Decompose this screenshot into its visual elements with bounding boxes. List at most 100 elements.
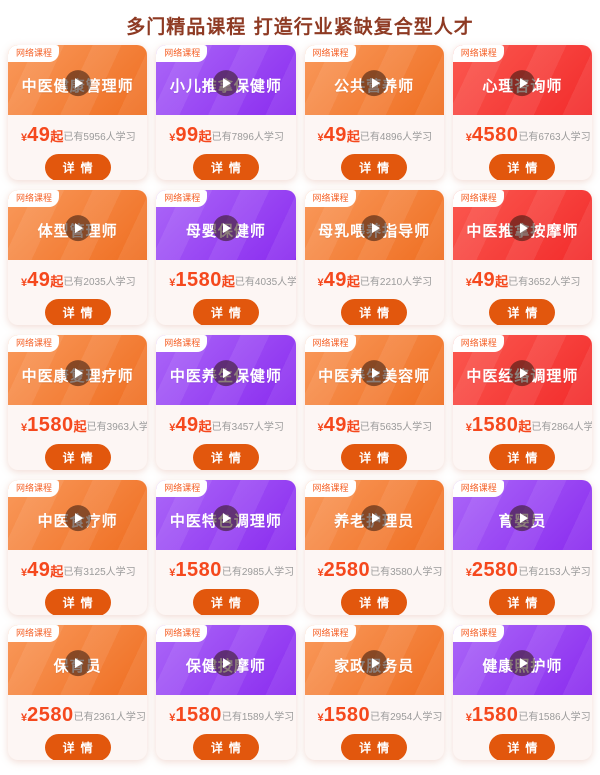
play-icon[interactable] bbox=[361, 215, 388, 242]
course-card-11[interactable]: 网络课程 中医养生美容师 ¥49起 已有5635人学习 详情 bbox=[304, 335, 444, 470]
course-card-1[interactable]: 网络课程 中医健康管理师 ¥49起 已有5956人学习 详情 bbox=[8, 45, 148, 180]
detail-button[interactable]: 详情 bbox=[489, 299, 556, 325]
play-icon[interactable] bbox=[361, 360, 388, 387]
course-card-4[interactable]: 网络课程 心理咨询师 ¥4580 已有6763人学习 详情 bbox=[452, 45, 592, 180]
page-header: 多门精品课程 打造行业紧缺复合型人才 bbox=[0, 0, 600, 45]
play-icon[interactable] bbox=[64, 360, 91, 387]
detail-button[interactable]: 详情 bbox=[192, 589, 259, 615]
course-info: ¥49起 已有5956人学习 详情 bbox=[8, 115, 147, 180]
course-info: ¥2580 已有2153人学习 详情 bbox=[453, 550, 592, 615]
detail-button[interactable]: 详情 bbox=[489, 734, 556, 760]
course-type-badge: 网络课程 bbox=[452, 480, 504, 497]
play-icon[interactable] bbox=[212, 650, 239, 677]
course-banner: 网络课程 保育员 bbox=[8, 625, 148, 695]
detail-button[interactable]: 详情 bbox=[44, 299, 111, 325]
play-icon[interactable] bbox=[509, 360, 536, 387]
course-card-20[interactable]: 网络课程 健康照护师 ¥1580 已有1586人学习 详情 bbox=[452, 625, 592, 760]
play-triangle-icon bbox=[519, 223, 528, 234]
course-card-13[interactable]: 网络课程 中医食疗师 ¥49起 已有3125人学习 详情 bbox=[8, 480, 148, 615]
detail-button[interactable]: 详情 bbox=[44, 734, 111, 760]
play-icon[interactable] bbox=[509, 70, 536, 97]
detail-button[interactable]: 详情 bbox=[341, 154, 408, 180]
detail-button[interactable]: 详情 bbox=[341, 444, 408, 470]
course-price: ¥2580 bbox=[318, 560, 371, 580]
detail-button[interactable]: 详情 bbox=[44, 589, 111, 615]
play-icon[interactable] bbox=[509, 505, 536, 532]
play-icon[interactable] bbox=[212, 505, 239, 532]
play-triangle-icon bbox=[223, 658, 232, 669]
detail-button[interactable]: 详情 bbox=[341, 734, 408, 760]
course-info: ¥1580起 已有4035人学习 详情 bbox=[156, 260, 296, 325]
course-card-19[interactable]: 网络课程 家政服务员 ¥1580 已有2954人学习 详情 bbox=[304, 625, 444, 760]
course-card-17[interactable]: 网络课程 保育员 ¥2580 已有2361人学习 详情 bbox=[8, 625, 148, 760]
course-card-14[interactable]: 网络课程 中医特色调理师 ¥1580 已有2985人学习 详情 bbox=[156, 480, 296, 615]
play-icon[interactable] bbox=[64, 70, 91, 97]
course-type-badge: 网络课程 bbox=[452, 335, 504, 352]
student-count: 已有3580人学习 bbox=[370, 566, 443, 578]
play-triangle-icon bbox=[371, 368, 380, 379]
course-info: ¥1580 已有1586人学习 详情 bbox=[453, 695, 592, 760]
play-icon[interactable] bbox=[212, 70, 239, 97]
course-banner: 网络课程 中医食疗师 bbox=[8, 480, 148, 550]
detail-button[interactable]: 详情 bbox=[489, 444, 556, 470]
course-card-8[interactable]: 网络课程 中医推拿按摩师 ¥49起 已有3652人学习 详情 bbox=[452, 190, 592, 325]
price-value: 2580 bbox=[27, 704, 74, 726]
play-icon[interactable] bbox=[361, 70, 388, 97]
play-icon[interactable] bbox=[64, 650, 91, 677]
play-icon[interactable] bbox=[361, 505, 388, 532]
price-row: ¥1580 已有2954人学习 bbox=[305, 695, 444, 725]
detail-button[interactable]: 详情 bbox=[341, 299, 408, 325]
course-card-2[interactable]: 网络课程 小儿推拿保健师 ¥99起 已有7896人学习 详情 bbox=[156, 45, 296, 180]
currency-symbol: ¥ bbox=[465, 567, 472, 579]
price-row: ¥4580 已有6763人学习 bbox=[453, 115, 592, 145]
course-price: ¥99起 bbox=[169, 125, 211, 145]
play-icon[interactable] bbox=[212, 215, 239, 242]
course-card-5[interactable]: 网络课程 体型管理师 ¥49起 已有2035人学习 详情 bbox=[8, 190, 148, 325]
course-banner: 网络课程 公共营养师 bbox=[304, 45, 444, 115]
play-icon[interactable] bbox=[64, 505, 91, 532]
play-icon[interactable] bbox=[361, 650, 388, 677]
price-value: 99 bbox=[175, 124, 199, 146]
detail-button[interactable]: 详情 bbox=[192, 154, 259, 180]
detail-button[interactable]: 详情 bbox=[341, 589, 408, 615]
price-value: 4580 bbox=[471, 124, 519, 146]
detail-button[interactable]: 详情 bbox=[192, 299, 259, 325]
play-triangle-icon bbox=[75, 78, 84, 89]
play-icon[interactable] bbox=[64, 215, 91, 242]
price-value: 49 bbox=[323, 269, 347, 291]
play-icon[interactable] bbox=[212, 360, 239, 387]
detail-button[interactable]: 详情 bbox=[192, 734, 259, 760]
course-card-15[interactable]: 网络课程 养老护理员 ¥2580 已有3580人学习 详情 bbox=[304, 480, 444, 615]
price-value: 1580 bbox=[471, 704, 519, 726]
play-triangle-icon bbox=[223, 78, 232, 89]
course-banner: 网络课程 家政服务员 bbox=[304, 625, 444, 695]
course-info: ¥1580起 已有3963人学习 详情 bbox=[8, 405, 147, 470]
course-price: ¥49起 bbox=[21, 125, 63, 145]
price-value: 1580 bbox=[175, 704, 222, 726]
course-card-10[interactable]: 网络课程 中医养生保健师 ¥49起 已有3457人学习 详情 bbox=[156, 335, 296, 470]
course-banner: 网络课程 中医养生美容师 bbox=[304, 335, 444, 405]
student-count: 已有5956人学习 bbox=[63, 131, 136, 143]
detail-button[interactable]: 详情 bbox=[489, 589, 556, 615]
course-card-3[interactable]: 网络课程 公共营养师 ¥49起 已有4896人学习 详情 bbox=[304, 45, 444, 180]
course-card-6[interactable]: 网络课程 母婴保健师 ¥1580起 已有4035人学习 详情 bbox=[156, 190, 296, 325]
play-icon[interactable] bbox=[509, 215, 536, 242]
course-card-9[interactable]: 网络课程 中医康复理疗师 ¥1580起 已有3963人学习 详情 bbox=[8, 335, 148, 470]
course-card-16[interactable]: 网络课程 育婴员 ¥2580 已有2153人学习 详情 bbox=[452, 480, 592, 615]
price-suffix: 起 bbox=[346, 129, 360, 144]
play-icon[interactable] bbox=[509, 650, 536, 677]
detail-button[interactable]: 详情 bbox=[489, 154, 556, 180]
currency-symbol: ¥ bbox=[21, 132, 28, 144]
currency-symbol: ¥ bbox=[465, 422, 472, 434]
detail-button[interactable]: 详情 bbox=[44, 154, 111, 180]
course-card-18[interactable]: 网络课程 保健按摩师 ¥1580 已有1589人学习 详情 bbox=[156, 625, 296, 760]
student-count: 已有3457人学习 bbox=[211, 421, 284, 433]
detail-button[interactable]: 详情 bbox=[192, 444, 259, 470]
course-card-7[interactable]: 网络课程 母乳喂养指导师 ¥49起 已有2210人学习 详情 bbox=[304, 190, 444, 325]
course-price: ¥1580起 bbox=[169, 270, 235, 290]
detail-button[interactable]: 详情 bbox=[44, 444, 111, 470]
course-banner: 网络课程 中医推拿按摩师 bbox=[452, 190, 592, 260]
course-card-12[interactable]: 网络课程 中医经络调理师 ¥1580起 已有2864人学习 详情 bbox=[452, 335, 592, 470]
price-row: ¥49起 已有3652人学习 bbox=[453, 260, 592, 290]
currency-symbol: ¥ bbox=[21, 712, 28, 724]
